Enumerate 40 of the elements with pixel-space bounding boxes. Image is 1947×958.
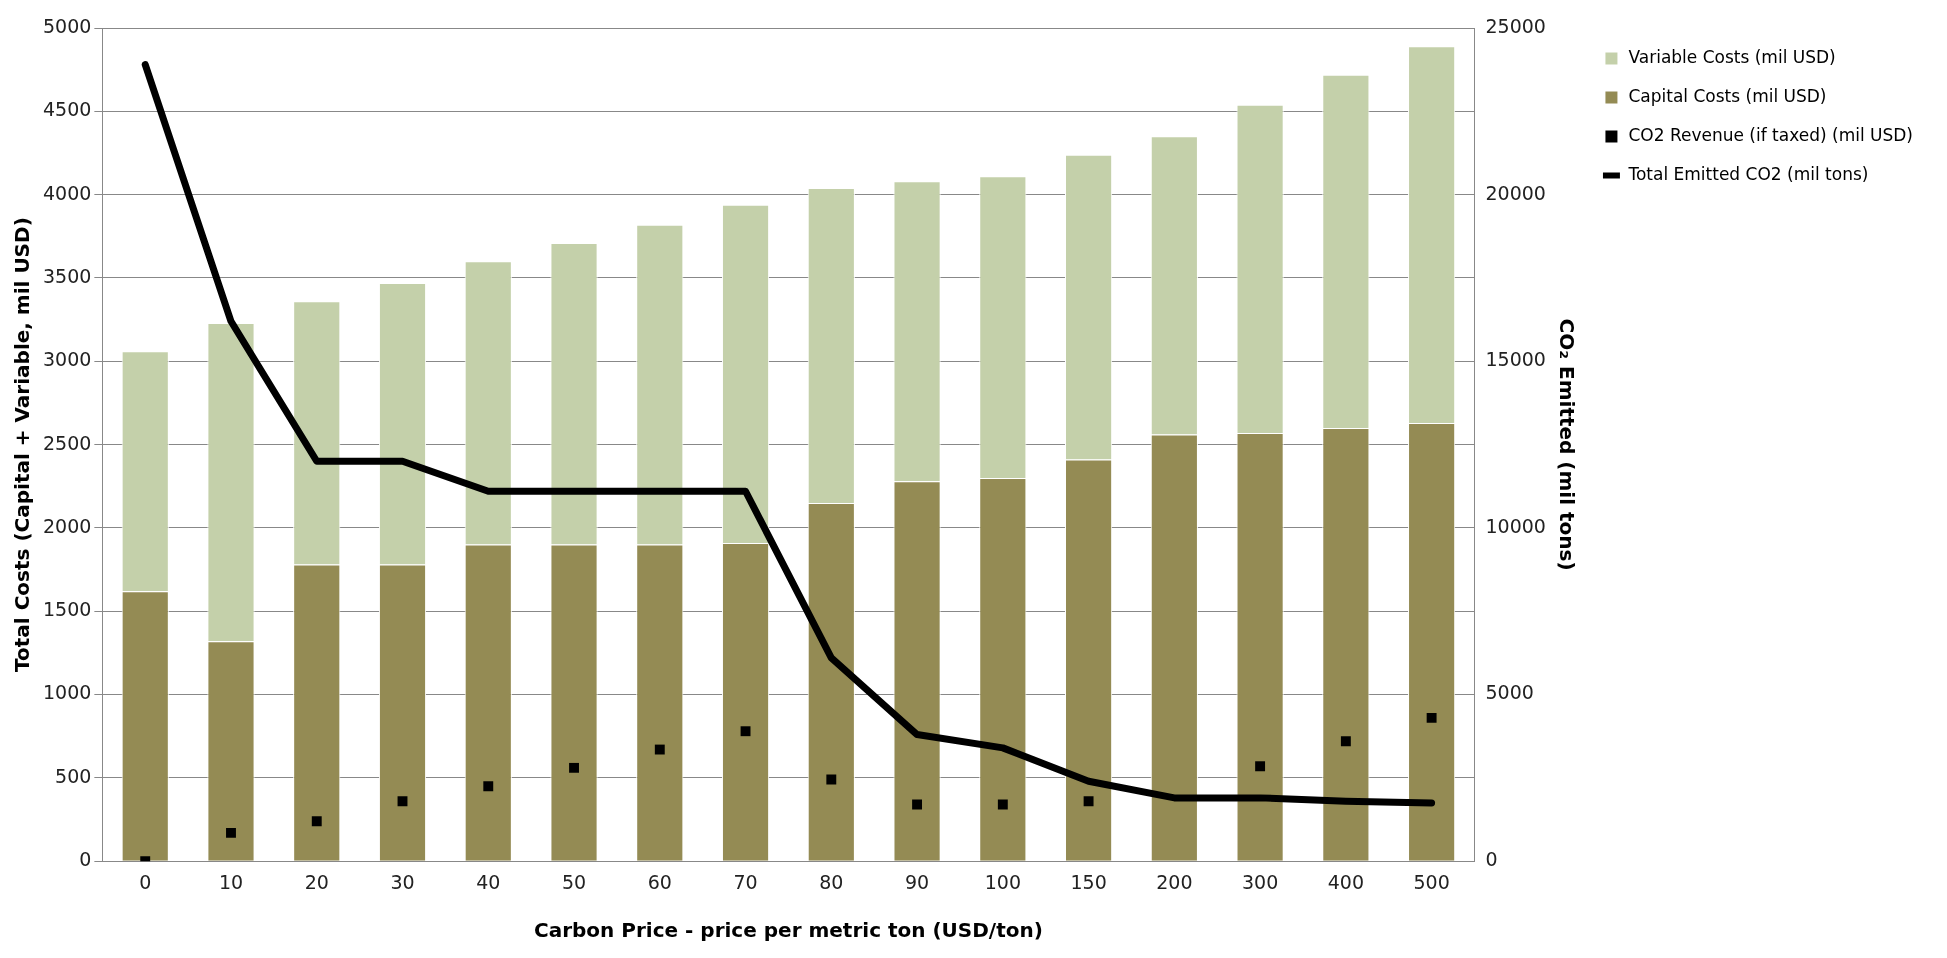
y-tick-label: 2000 <box>42 514 92 537</box>
y-tick-label: 4500 <box>42 98 92 121</box>
y2-axis-title: CO₂ Emitted (mil tons) <box>1554 318 1579 571</box>
x-tick-label: 50 <box>561 870 587 893</box>
y2-tick-label: 25000 <box>1485 14 1546 37</box>
x-tick-label: 40 <box>476 870 501 893</box>
y-tick-label: 0 <box>79 848 92 871</box>
y-tick-label: 1000 <box>42 681 92 704</box>
y2-tick-label: 20000 <box>1485 181 1546 204</box>
y-tick-label: 1500 <box>42 598 92 621</box>
legend-label: CO2 Revenue (if taxed) (mil USD) <box>1628 124 1913 145</box>
legend-label: Variable Costs (mil USD) <box>1628 46 1836 67</box>
y2-tick-label: 15000 <box>1485 348 1546 371</box>
x-tick-label: 150 <box>1070 870 1107 893</box>
x-tick-label: 60 <box>647 870 672 893</box>
x-tick-label: 0 <box>139 870 152 893</box>
x-tick-label: 500 <box>1413 870 1450 893</box>
y2-tick-label: 0 <box>1485 848 1498 871</box>
y2-tick-label: 5000 <box>1485 681 1534 704</box>
y-tick-label: 500 <box>55 764 92 787</box>
legend-label: Total Emitted CO2 (mil tons) <box>1627 163 1869 184</box>
y2-tick-label: 10000 <box>1485 514 1546 537</box>
x-tick-label: 10 <box>218 870 244 893</box>
x-tick-label: 200 <box>1156 870 1193 893</box>
x-tick-label: 300 <box>1241 870 1279 893</box>
x-tick-label: 20 <box>304 870 329 893</box>
x-axis-title: Carbon Price - price per metric ton (USD/ton) <box>534 918 1043 943</box>
y-tick-label: 3500 <box>42 264 92 287</box>
y-tick-label: 3000 <box>42 348 92 371</box>
legend-label: Capital Costs (mil USD) <box>1628 85 1827 106</box>
x-tick-label: 90 <box>904 870 930 893</box>
x-tick-label: 400 <box>1327 870 1364 893</box>
x-tick-label: 80 <box>819 870 844 893</box>
y-axis-title: Total Costs (Capital + Variable, mil USD) <box>10 217 35 672</box>
y-tick-label: 2500 <box>42 431 92 454</box>
x-tick-label: 100 <box>984 870 1021 893</box>
y-tick-label: 5000 <box>42 14 92 37</box>
y-tick-label: 4000 <box>42 181 92 204</box>
x-tick-label: 70 <box>733 870 758 893</box>
x-tick-label: 30 <box>390 870 415 893</box>
